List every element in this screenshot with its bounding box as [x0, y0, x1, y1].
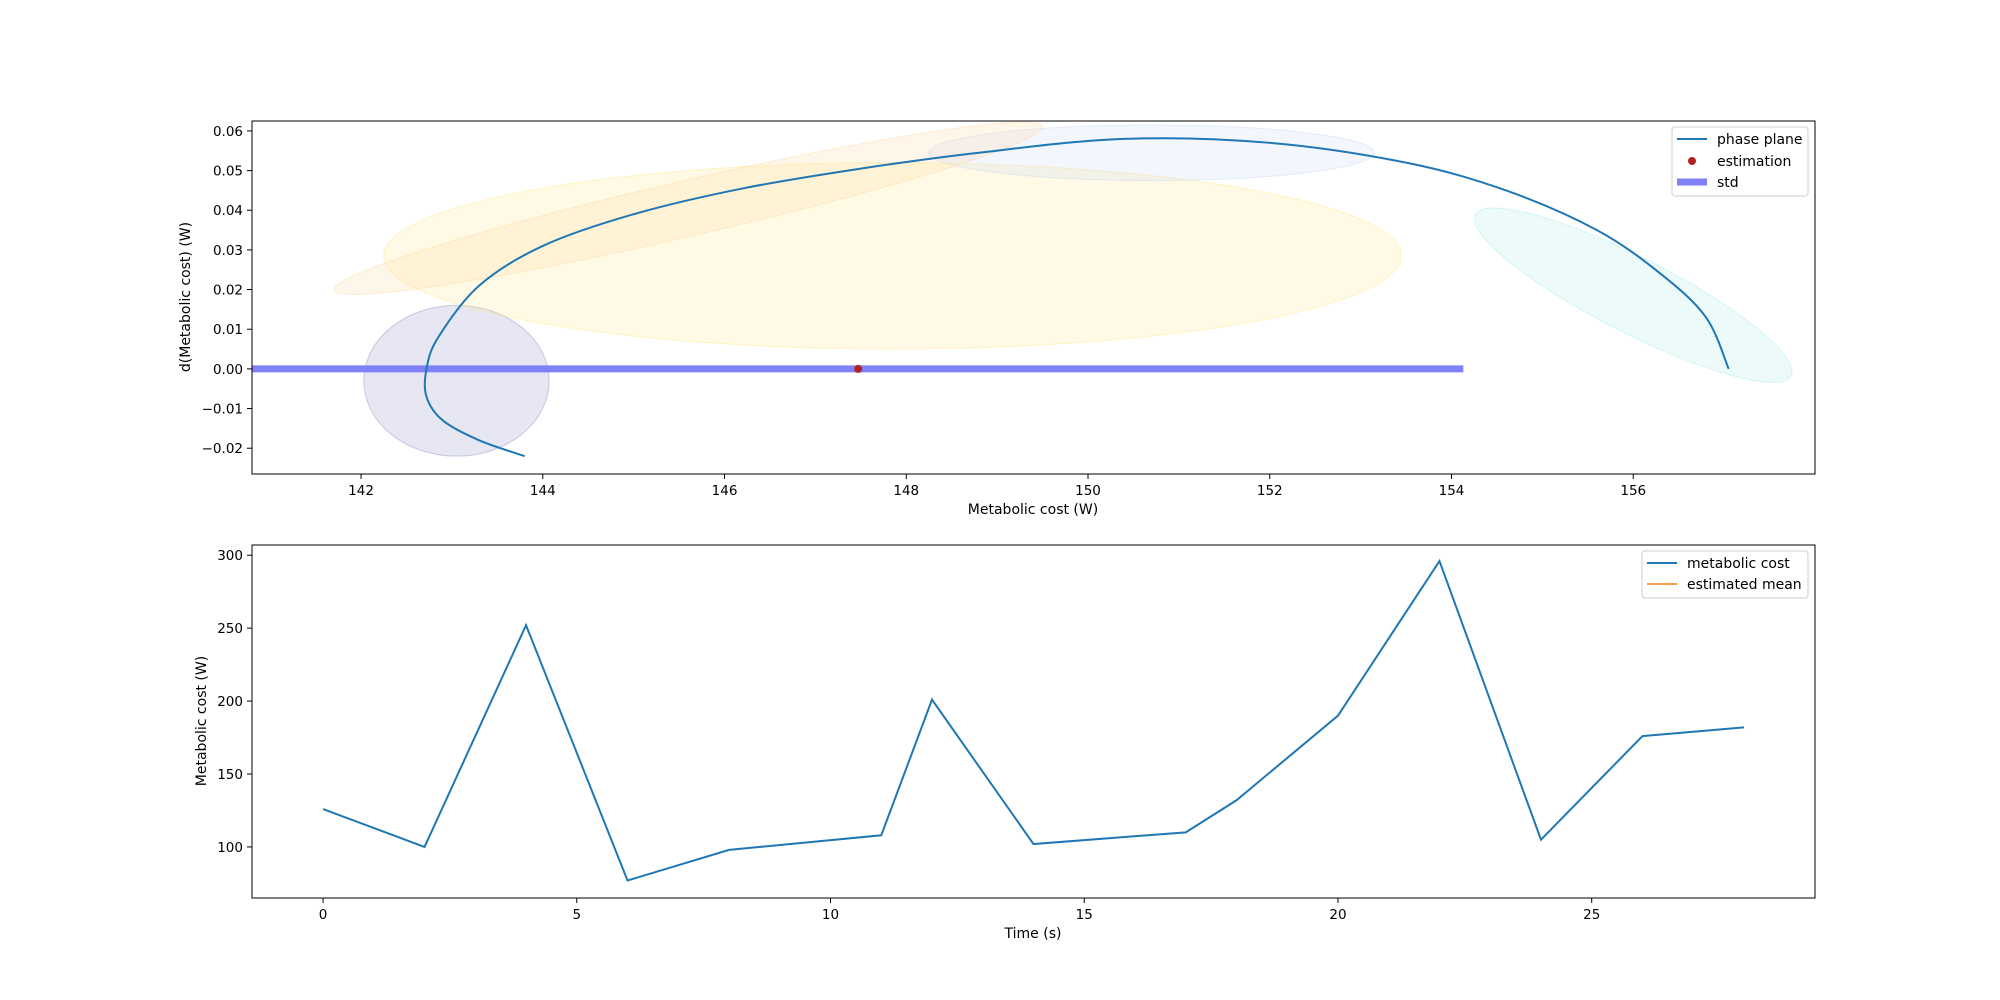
phase-plane-legend: phase plane estimation std: [1671, 126, 1809, 197]
legend-label-phase-plane: phase plane: [1717, 132, 1803, 148]
metabolic-cost-x-tick-label: 10: [822, 907, 839, 923]
phase-plane-x-tick-label: 146: [712, 483, 738, 499]
phase-plane-plot-area: [252, 137, 1730, 458]
legend-label-std: std: [1717, 175, 1739, 191]
legend-label-metabolic-cost: metabolic cost: [1687, 556, 1790, 572]
metabolic-cost-x-tick-label: 0: [319, 907, 328, 923]
metabolic-cost-legend: metabolic cost estimated mean: [1641, 550, 1809, 599]
phase-plane-y-tick-label: 0.03: [213, 243, 243, 259]
phase-plane-y-axis-label: d(Metabolic cost) (W): [178, 222, 194, 372]
phase-plane-x-tick-label: 152: [1257, 483, 1283, 499]
phase-plane-x-tick-label: 150: [1075, 483, 1101, 499]
phase-plane-x-ticks: 142 144 146 148 150 152 154 156: [348, 474, 1646, 499]
phase-plane-x-tick-label: 156: [1620, 483, 1646, 499]
phase-plane-axes: 142 144 146 148 150 152 154 156 −0.02 −0.01 0.00 0…: [178, 120, 1816, 518]
phase-plane-y-tick-label: −0.01: [202, 402, 243, 418]
phase-plane-x-tick-label: 148: [893, 483, 919, 499]
metabolic-cost-plot-area: [322, 558, 1745, 882]
uncertainty-ellipse-4: [333, 121, 1043, 295]
phase-plane-x-axis-label: Metabolic cost (W): [968, 502, 1098, 518]
phase-plane-line: [423, 137, 1730, 458]
metabolic-cost-y-tick-label: 250: [217, 621, 243, 637]
estimation-point: [854, 364, 863, 373]
metabolic-cost-x-ticks: 0 5 10 15 20 25: [319, 898, 1600, 923]
metabolic-cost-y-tick-label: 300: [217, 548, 243, 564]
phase-plane-y-tick-label: 0.02: [213, 283, 243, 299]
legend-box: [1641, 550, 1809, 599]
metabolic-cost-y-ticks: 100 150 200 250 300: [217, 548, 252, 856]
metabolic-cost-axes: 0 5 10 15 20 25 100 150 200 250 300 Time (s) Meta…: [194, 544, 1816, 942]
uncertainty-ellipse-2: [383, 162, 1403, 350]
legend-swatch-estimation: [1688, 157, 1696, 165]
metabolic-cost-y-tick-label: 100: [217, 840, 243, 856]
phase-plane-y-tick-label: 0.00: [213, 362, 243, 378]
phase-plane-y-tick-label: 0.05: [213, 164, 243, 180]
phase-plane-y-tick-label: −0.02: [202, 441, 243, 457]
uncertainty-ellipses: [333, 121, 1793, 457]
phase-plane-x-tick-label: 144: [530, 483, 556, 499]
metabolic-cost-x-tick-label: 25: [1583, 907, 1600, 923]
phase-plane-y-tick-label: 0.04: [213, 203, 243, 219]
metabolic-cost-x-axis-label: Time (s): [1004, 926, 1062, 942]
series-line-metabolic-cost: [322, 558, 1745, 882]
legend-label-estimation: estimation: [1717, 154, 1791, 170]
phase-plane-y-ticks: −0.02 −0.01 0.00 0.01 0.02 0.03 0.04 0.05 0.06: [202, 124, 252, 457]
metabolic-cost-y-tick-label: 150: [217, 767, 243, 783]
phase-plane-x-tick-label: 142: [348, 483, 374, 499]
metabolic-cost-x-tick-label: 5: [572, 907, 581, 923]
uncertainty-ellipse-3: [928, 124, 1375, 181]
uncertainty-ellipse-1: [363, 304, 550, 457]
phase-plane-frame: [251, 120, 1816, 475]
legend-label-estimated-mean: estimated mean: [1687, 577, 1802, 593]
uncertainty-ellipse-5: [1473, 207, 1793, 383]
phase-plane-x-tick-label: 154: [1439, 483, 1465, 499]
metabolic-cost-x-tick-label: 20: [1329, 907, 1346, 923]
phase-plane-y-tick-label: 0.06: [213, 124, 243, 140]
metabolic-cost-frame: [251, 544, 1816, 899]
metabolic-cost-x-tick-label: 15: [1076, 907, 1093, 923]
phase-plane-y-tick-label: 0.01: [213, 322, 243, 338]
metabolic-cost-y-axis-label: Metabolic cost (W): [194, 656, 210, 786]
metabolic-cost-y-tick-label: 200: [217, 694, 243, 710]
